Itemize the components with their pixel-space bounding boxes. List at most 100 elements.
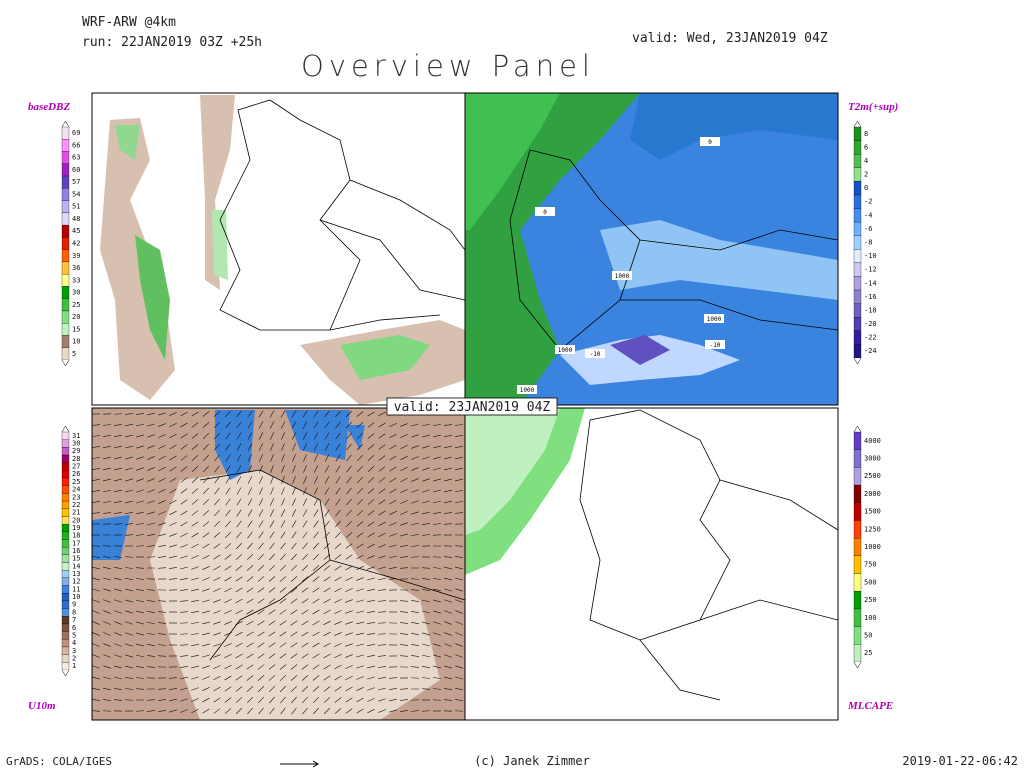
- wind-arrow: [270, 454, 274, 462]
- wind-arrow: [157, 699, 167, 701]
- wind-arrow: [180, 477, 188, 483]
- wind-arrow: [158, 522, 166, 526]
- wind-arrow: [303, 454, 307, 462]
- wind-arrow: [323, 631, 331, 637]
- legend-label: 7: [72, 616, 76, 624]
- wind-arrow: [113, 523, 123, 525]
- wind-arrow: [136, 423, 144, 427]
- legend-swatch: [61, 212, 70, 226]
- wind-arrow: [236, 509, 242, 517]
- wind-arrow: [102, 512, 112, 514]
- wind-arrow: [356, 687, 364, 691]
- wind-arrow: [422, 500, 430, 504]
- wind-arrow: [157, 611, 167, 613]
- wind-arrow: [124, 534, 134, 536]
- wind-arrow: [258, 498, 264, 506]
- wind-arrow: [389, 466, 397, 472]
- legend-label: 9: [72, 601, 76, 609]
- wind-arrow: [378, 533, 386, 537]
- legend-label: -16: [864, 293, 877, 301]
- wind-arrow: [400, 500, 408, 504]
- wind-arrow: [202, 422, 210, 428]
- wind-arrow: [422, 489, 430, 493]
- wind-arrow: [191, 455, 199, 461]
- wind-arrow: [202, 432, 210, 440]
- wind-arrow: [225, 410, 231, 418]
- wind-arrow: [291, 520, 297, 528]
- legend-swatch: [61, 654, 70, 663]
- wind-arrow: [246, 675, 254, 681]
- wind-arrow: [92, 456, 100, 460]
- wind-arrow: [302, 542, 308, 550]
- wind-arrow: [236, 454, 242, 462]
- wind-arrow: [411, 632, 419, 636]
- wind-arrow: [378, 455, 386, 461]
- legend-swatch: [61, 554, 70, 563]
- wind-arrow: [377, 600, 387, 602]
- legend-label: 18: [72, 532, 80, 540]
- wind-arrow: [213, 621, 221, 625]
- legend-swatch: [61, 523, 70, 532]
- wind-arrow: [334, 708, 342, 714]
- wind-arrow: [301, 675, 309, 681]
- wind-arrow: [191, 676, 199, 680]
- wind-arrow: [356, 510, 364, 516]
- wind-arrow: [179, 655, 189, 657]
- wind-arrow: [180, 687, 188, 691]
- wind-arrow: [259, 454, 263, 462]
- wind-arrow: [92, 490, 100, 492]
- wind-arrow: [378, 466, 386, 472]
- legend-swatch: [61, 323, 70, 336]
- wind-arrow: [356, 621, 364, 625]
- wind-arrow: [248, 465, 252, 473]
- legend-swatch: [61, 616, 70, 625]
- wind-arrow: [443, 556, 453, 558]
- wind-arrow: [224, 598, 232, 604]
- legend-swatch: [853, 167, 862, 182]
- wind-arrow: [411, 489, 419, 493]
- wind-arrow: [421, 578, 431, 580]
- wind-arrow: [268, 675, 276, 681]
- wind-arrow: [323, 609, 331, 615]
- legend-swatch: [853, 181, 862, 196]
- wind-arrow: [399, 655, 409, 657]
- wind-arrow: [246, 609, 254, 615]
- wind-arrow: [202, 665, 210, 669]
- wind-arrow: [180, 433, 188, 439]
- wind-arrow: [246, 664, 254, 670]
- wind-arrow: [180, 488, 188, 494]
- wind-arrow: [224, 587, 232, 593]
- wind-arrow: [312, 675, 320, 681]
- wind-arrow: [169, 455, 177, 461]
- wind-arrow: [114, 688, 122, 690]
- wind-arrow: [367, 708, 375, 714]
- wind-arrow: [235, 653, 243, 659]
- wind-arrow: [281, 443, 285, 451]
- wind-arrow: [433, 489, 441, 493]
- wind-arrow: [433, 445, 441, 449]
- legend-label: 0: [864, 184, 868, 192]
- wind-arrow: [169, 709, 177, 713]
- wind-arrow: [158, 709, 166, 713]
- wind-arrow: [378, 544, 386, 548]
- title: Overview Panel: [301, 49, 595, 83]
- wind-arrow: [224, 565, 232, 571]
- wind-arrow: [169, 555, 177, 559]
- legend-swatch: [61, 237, 70, 250]
- wind-arrow: [180, 555, 188, 559]
- wind-arrow: [367, 455, 375, 461]
- wind-arrow: [147, 467, 155, 471]
- wind-arrow: [136, 666, 144, 668]
- legend-label: 24: [72, 486, 80, 494]
- legend-label: 10: [72, 338, 80, 346]
- wind-arrow: [169, 466, 177, 472]
- wind-arrow: [191, 488, 199, 494]
- wind-arrow: [224, 554, 232, 560]
- wind-arrow: [157, 556, 167, 558]
- valid-label: valid: Wed, 23JAN2019 04Z: [632, 31, 828, 46]
- legend-label: 50: [864, 631, 872, 639]
- legend-label: 1250: [864, 525, 881, 533]
- wind-arrow: [257, 587, 265, 593]
- wind-arrow: [422, 643, 430, 647]
- legend-label: 13: [72, 570, 80, 578]
